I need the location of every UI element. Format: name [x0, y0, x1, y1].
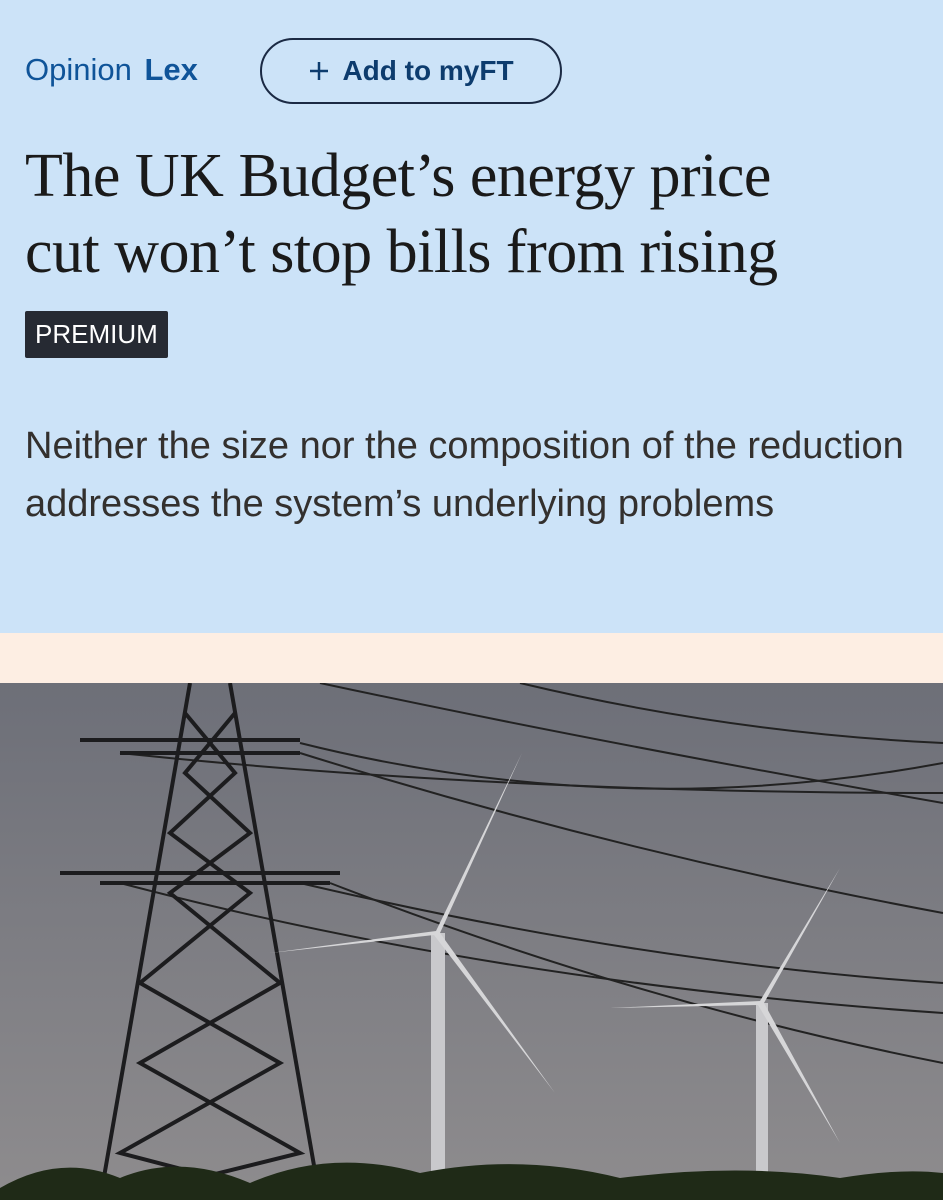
article-header: Opinion Lex Add to myFT The UK Budget’s … [25, 38, 904, 525]
article-image [0, 683, 943, 1200]
divider-strip [0, 633, 943, 683]
premium-badge: PREMIUM [25, 311, 168, 358]
headline-line: cut won’t stop bills from rising [25, 218, 778, 286]
section-link[interactable]: Opinion [25, 52, 132, 87]
column-link[interactable]: Lex [144, 52, 198, 87]
add-to-myft-button[interactable]: Add to myFT [260, 38, 562, 104]
kicker: Opinion Lex [25, 52, 198, 88]
turbine [610, 868, 840, 1183]
turbine [270, 753, 555, 1173]
plus-icon [310, 62, 329, 80]
button-label: Add to myFT [342, 55, 514, 86]
headline-line: The UK Budget’s energy price [25, 142, 771, 210]
headline: The UK Budget’s energy price cut won’t s… [25, 138, 778, 290]
standfirst: Neither the size nor the composition of … [25, 425, 904, 525]
